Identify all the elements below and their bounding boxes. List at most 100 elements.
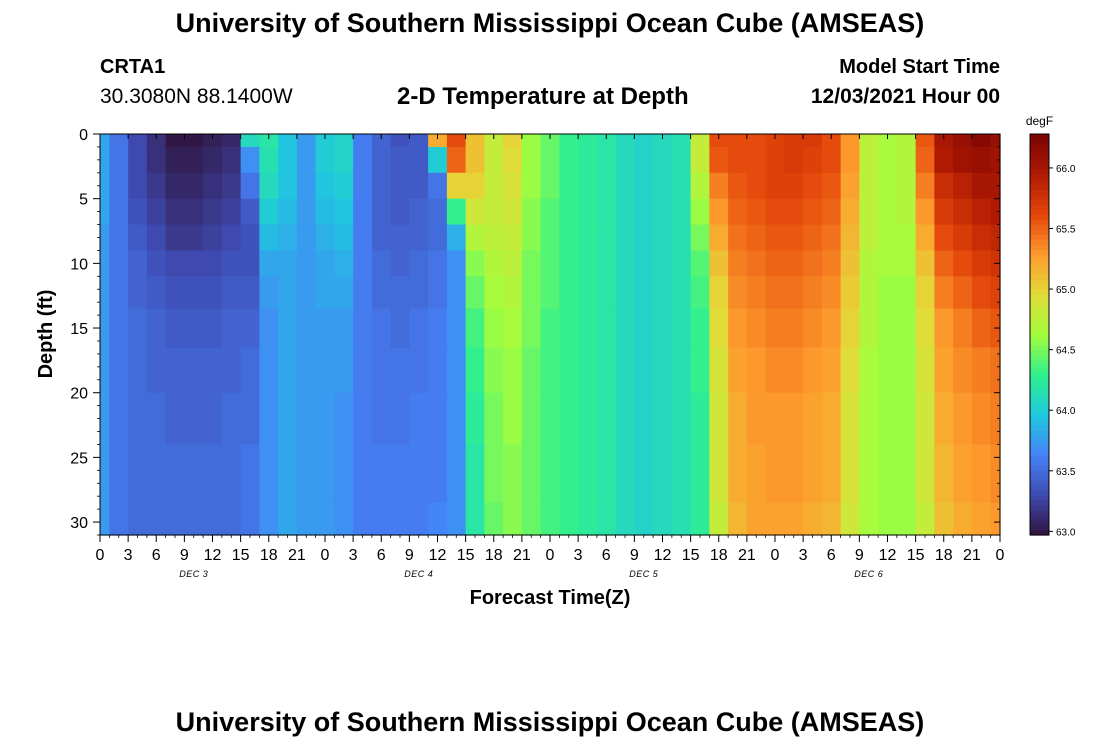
heatmap-cell bbox=[259, 444, 279, 504]
heatmap-cell bbox=[334, 444, 354, 504]
heatmap-cell bbox=[409, 146, 429, 174]
heatmap-cell bbox=[803, 224, 823, 252]
heatmap-cell bbox=[521, 198, 542, 226]
heatmap-cell bbox=[878, 198, 898, 226]
heatmap-cell bbox=[840, 250, 860, 277]
heatmap-cell bbox=[596, 198, 617, 226]
heatmap-cell bbox=[428, 172, 448, 200]
heatmap-cell bbox=[371, 347, 392, 394]
day-label: DEC 5 bbox=[629, 569, 659, 579]
heatmap-cell bbox=[184, 224, 204, 252]
heatmap-cell bbox=[315, 276, 335, 310]
heatmap-cell bbox=[578, 172, 598, 200]
heatmap-cell bbox=[465, 502, 485, 536]
heatmap-cell bbox=[634, 172, 654, 200]
heatmap-cell bbox=[334, 502, 354, 536]
colorbar-segment bbox=[1030, 389, 1049, 396]
heatmap-cell bbox=[465, 276, 485, 310]
heatmap-cell bbox=[671, 444, 692, 504]
heatmap-cell bbox=[765, 172, 785, 200]
heatmap-cell bbox=[878, 308, 898, 349]
heatmap-cell bbox=[540, 276, 560, 310]
heatmap-cell bbox=[128, 198, 148, 226]
x-tick-label: 0 bbox=[546, 547, 555, 564]
heatmap-cell bbox=[953, 134, 973, 148]
heatmap-cell bbox=[746, 347, 767, 394]
heatmap-cell bbox=[990, 444, 1001, 504]
heatmap-cell bbox=[203, 347, 223, 394]
heatmap-cell bbox=[653, 392, 673, 446]
heatmap-cell bbox=[296, 250, 317, 277]
heatmap-cell bbox=[765, 308, 785, 349]
heatmap-cell bbox=[503, 250, 523, 277]
heatmap-cell bbox=[409, 172, 429, 200]
colorbar-segment bbox=[1030, 384, 1049, 391]
heatmap-cell bbox=[765, 250, 785, 277]
heatmap-cell bbox=[559, 172, 579, 200]
colorbar-segment bbox=[1030, 444, 1049, 451]
station-id: CRTA1 bbox=[100, 56, 166, 78]
heatmap-cell bbox=[221, 134, 242, 148]
heatmap-cell bbox=[559, 250, 579, 277]
heatmap-cell bbox=[915, 276, 935, 310]
heatmap-cell bbox=[465, 172, 485, 200]
heatmap-cell bbox=[521, 224, 542, 252]
heatmap-cell bbox=[653, 502, 673, 536]
heatmap-cell bbox=[840, 276, 860, 310]
heatmap-cell bbox=[878, 172, 898, 200]
heatmap-cell bbox=[803, 172, 823, 200]
heatmap-cell bbox=[521, 347, 542, 394]
heatmap-cell bbox=[728, 134, 748, 148]
heatmap-cell bbox=[653, 250, 673, 277]
heatmap-cell bbox=[446, 198, 467, 226]
heatmap-cell bbox=[840, 134, 860, 148]
heatmap-cell bbox=[128, 224, 148, 252]
colorbar-segment bbox=[1030, 264, 1049, 270]
heatmap-cell bbox=[109, 347, 129, 394]
colorbar-segment bbox=[1030, 184, 1049, 190]
heatmap-cell bbox=[334, 347, 354, 394]
colorbar-segment bbox=[1030, 364, 1049, 371]
heatmap-cell bbox=[615, 308, 635, 349]
colorbar-tick-label: 64.0 bbox=[1056, 406, 1076, 417]
heatmap-cell bbox=[100, 224, 110, 252]
colorbar-segment bbox=[1030, 139, 1049, 145]
heatmap-cell bbox=[971, 347, 992, 394]
x-tick-label: 21 bbox=[288, 547, 306, 564]
colorbar-tick-label: 65.5 bbox=[1056, 224, 1076, 235]
heatmap-cell bbox=[521, 250, 542, 277]
heatmap-cell bbox=[184, 198, 204, 226]
heatmap-cell bbox=[803, 502, 823, 536]
heatmap-cell bbox=[315, 146, 335, 174]
heatmap-cell bbox=[765, 502, 785, 536]
colorbar-segment bbox=[1030, 499, 1049, 506]
heatmap-cell bbox=[596, 134, 617, 148]
heatmap-cell bbox=[709, 502, 729, 536]
colorbar-segment bbox=[1030, 309, 1049, 316]
heatmap-cell bbox=[990, 134, 1001, 148]
heatmap-cell bbox=[109, 224, 129, 252]
heatmap-cell bbox=[540, 308, 560, 349]
heatmap-cell bbox=[634, 347, 654, 394]
heatmap-cell bbox=[859, 146, 879, 174]
heatmap-cell bbox=[990, 172, 1001, 200]
colorbar-segment bbox=[1030, 399, 1049, 406]
heatmap-cell bbox=[315, 250, 335, 277]
x-tick-label: 18 bbox=[485, 547, 503, 564]
heatmap-cell bbox=[503, 347, 523, 394]
heatmap-cell bbox=[296, 198, 317, 226]
heatmap-cell bbox=[446, 276, 467, 310]
heatmap-cell bbox=[184, 250, 204, 277]
heatmap-cell bbox=[896, 134, 917, 148]
heatmap-cell bbox=[653, 276, 673, 310]
heatmap-cell bbox=[953, 172, 973, 200]
heatmap-cell bbox=[371, 198, 392, 226]
heatmap-cell bbox=[540, 224, 560, 252]
heatmap-cell bbox=[971, 276, 992, 310]
x-tick-label: 3 bbox=[349, 547, 358, 564]
heatmap-cell bbox=[728, 502, 748, 536]
heatmap-cell bbox=[934, 134, 954, 148]
heatmap-cell bbox=[578, 146, 598, 174]
heatmap-cell bbox=[821, 146, 842, 174]
